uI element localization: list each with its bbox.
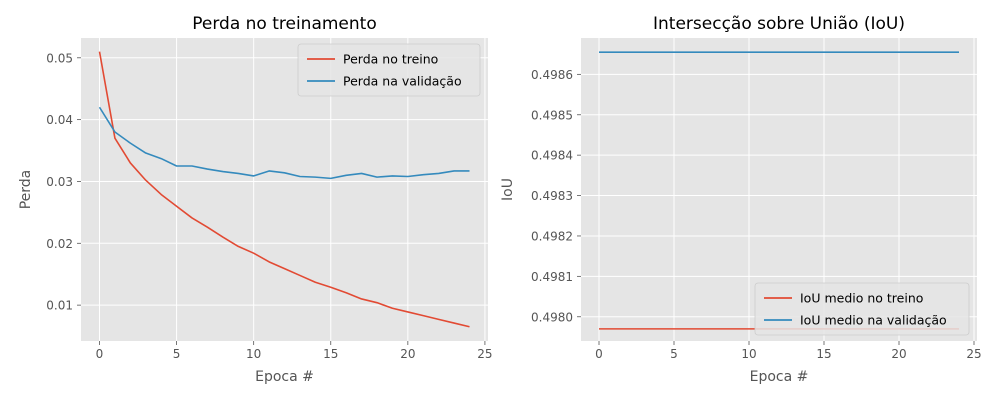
x-tick-label: 25 <box>966 347 981 361</box>
y-axis-label: IoU <box>500 178 516 201</box>
x-tick-label: 10 <box>246 347 261 361</box>
legend-entry: Perda na validação <box>343 74 462 89</box>
x-tick-label: 5 <box>670 347 678 361</box>
y-tick-label: 0.4985 <box>531 108 573 122</box>
y-tick-label: 0.4986 <box>531 68 573 82</box>
y-tick-label: 0.4984 <box>531 149 573 163</box>
x-axis-label: Epoca # <box>750 369 809 385</box>
legend: Perda no treino Perda na validação <box>297 43 481 97</box>
y-tick-label: 0.01 <box>46 299 73 313</box>
x-tick-label: 0 <box>595 347 603 361</box>
x-tick-label: 20 <box>400 347 415 361</box>
y-tick-label: 0.02 <box>46 237 73 251</box>
legend-box <box>297 43 481 97</box>
y-tick-label: 0.04 <box>46 113 73 127</box>
chart-panel-2: 0 5 10 15 20 25 0.4980 0.4981 0.4982 0.4983 0.4984… <box>500 14 982 385</box>
y-axis-label: Perda <box>18 170 34 210</box>
chart-title: Perda no treinamento <box>192 14 377 34</box>
legend: IoU medio no treino IoU medio na validaçã… <box>754 282 970 336</box>
series-line-1 <box>98 51 470 328</box>
y-tick-label: 0.4980 <box>531 310 573 324</box>
x-tick-label: 25 <box>477 347 492 361</box>
x-tick-label: 0 <box>96 347 104 361</box>
x-axis-label: Epoca # <box>255 369 314 385</box>
legend-box <box>754 282 970 336</box>
y-tick-label: 0.4983 <box>531 189 573 203</box>
y-tick-label: 0.4982 <box>531 229 573 243</box>
y-tick-label: 0.4981 <box>531 270 573 284</box>
legend-entry: IoU medio no treino <box>800 291 923 306</box>
legend-entry: IoU medio na validação <box>800 313 947 328</box>
series-line-2 <box>98 106 470 180</box>
x-tick-label: 15 <box>323 347 338 361</box>
x-tick-label: 20 <box>891 347 906 361</box>
x-tick-label: 10 <box>741 347 756 361</box>
legend-entry: Perda no treino <box>343 52 438 67</box>
y-tick-label: 0.03 <box>46 175 73 189</box>
chart-title: Intersecção sobre União (IoU) <box>653 14 905 34</box>
y-tick-label: 0.05 <box>46 51 73 65</box>
x-tick-label: 15 <box>816 347 831 361</box>
x-tick-label: 5 <box>173 347 181 361</box>
chart-panel-1: 0 5 10 15 20 25 0.01 0.02 0.03 0.04 0.05 Perda no t… <box>18 14 493 385</box>
